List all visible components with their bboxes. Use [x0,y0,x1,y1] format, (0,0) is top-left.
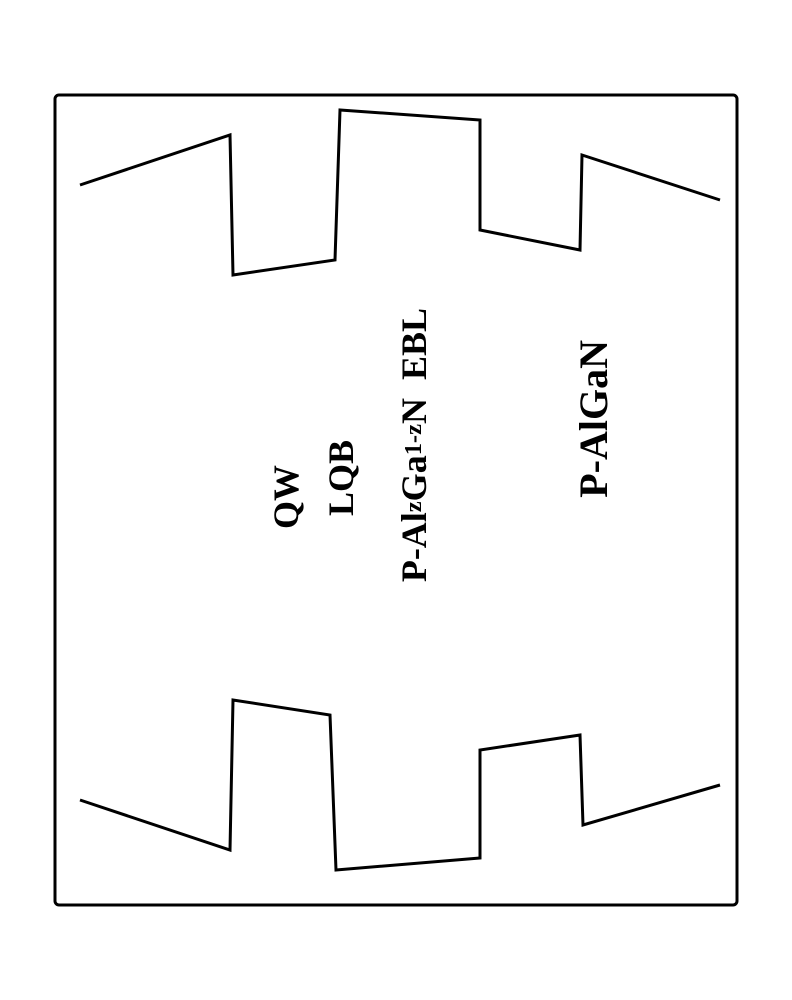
label-qw: QW [265,465,307,529]
conduction-band-line [80,110,720,275]
diagram-canvas: P-AlGaN P-AlzGa1-zN EBL LQB QW [0,0,792,1000]
label-p-algan: P-AlGaN [570,340,617,498]
label-ebl: P-AlzGa1-zN EBL [393,308,435,582]
label-lqb: LQB [320,440,362,516]
valence-band-line [80,700,720,870]
